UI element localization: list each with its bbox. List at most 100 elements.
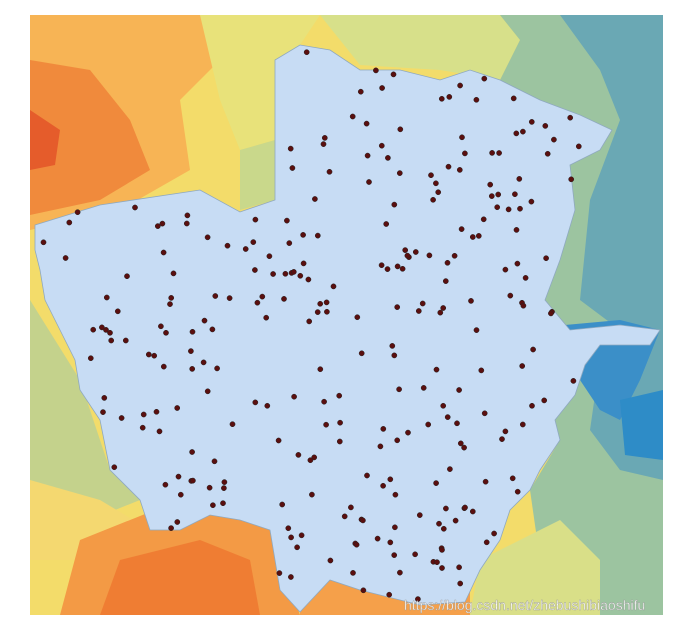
sample-point [286, 240, 293, 246]
sample-point [415, 308, 422, 314]
sample-point [158, 323, 164, 330]
sample-point [457, 580, 464, 587]
sample-point [528, 198, 535, 205]
sample-point [551, 136, 557, 143]
sample-point [201, 317, 208, 324]
sample-point [440, 402, 447, 409]
sample-point [40, 239, 47, 246]
sample-point [543, 255, 549, 262]
sample-point [327, 557, 334, 564]
sample-points [40, 49, 582, 602]
sample-point [291, 393, 297, 400]
sample-point [575, 143, 582, 150]
sample-point [514, 260, 521, 267]
sample-point [224, 242, 231, 249]
sample-point [311, 454, 318, 461]
sample-point [364, 472, 370, 479]
sample-point [489, 150, 495, 156]
sample-point [509, 475, 516, 482]
sample-point [323, 421, 329, 428]
sample-point [419, 300, 426, 307]
sample-point [360, 517, 366, 524]
sample-point [462, 150, 468, 157]
sample-point [206, 484, 213, 491]
sample-point [353, 541, 360, 548]
sample-point [513, 130, 520, 137]
sample-point [496, 150, 502, 156]
sample-point [428, 172, 434, 179]
sample-point [320, 141, 327, 147]
sample-point [309, 491, 315, 498]
sample-point [103, 327, 109, 333]
sample-point [469, 508, 476, 515]
sample-point [420, 385, 427, 391]
sample-point [473, 96, 480, 103]
sample-point [397, 569, 403, 576]
sample-point [212, 293, 219, 299]
sample-point [266, 253, 273, 260]
sample-point [285, 525, 292, 532]
sample-point [458, 226, 465, 232]
sample-point [522, 275, 529, 281]
sample-point [204, 388, 211, 395]
sample-point [167, 301, 173, 307]
sample-point [391, 352, 398, 359]
sample-point [392, 491, 399, 498]
sample-point [229, 421, 236, 428]
sample-point [174, 405, 181, 411]
sample-point [514, 488, 521, 495]
sample-point [324, 308, 330, 315]
sample-point [425, 421, 432, 428]
sample-point [305, 276, 312, 283]
sample-point [114, 308, 121, 315]
sample-point [394, 263, 401, 270]
sample-point [541, 397, 548, 404]
sample-point [416, 512, 423, 518]
sample-point [494, 204, 501, 211]
sample-point [99, 324, 105, 331]
sample-point [314, 309, 321, 315]
sample-point [358, 350, 365, 357]
sample-point [440, 305, 447, 311]
sample-point [520, 302, 527, 309]
sample-point [517, 205, 523, 212]
sample-point [568, 176, 575, 183]
sample-point [254, 299, 261, 306]
sample-point [300, 260, 307, 267]
sample-point [170, 270, 177, 277]
sample-point [214, 365, 220, 372]
sample-point [140, 411, 147, 418]
sample-point [483, 539, 490, 546]
sample-point [349, 113, 356, 120]
sample-point [434, 559, 440, 566]
sample-point [426, 252, 433, 259]
sample-point [100, 409, 106, 415]
sample-point [505, 206, 512, 213]
sample-point [276, 570, 283, 576]
sample-point [306, 318, 313, 325]
sample-point [221, 479, 228, 485]
sample-point [383, 221, 390, 227]
sample-point [336, 438, 343, 445]
sample-point [570, 378, 577, 384]
sample-point [354, 314, 361, 321]
sample-point [252, 216, 259, 223]
sample-point [66, 219, 73, 226]
sample-point [168, 295, 175, 301]
sample-point [391, 552, 398, 558]
sample-point [459, 134, 465, 141]
sample-point [502, 428, 509, 435]
sample-point [190, 477, 196, 484]
sample-point [279, 501, 286, 508]
sample-point [160, 363, 167, 370]
sample-point [462, 504, 468, 511]
sample-point [444, 259, 451, 266]
sample-point [204, 234, 211, 241]
sample-point [111, 464, 118, 471]
sample-point [402, 247, 409, 253]
sample-point [189, 328, 196, 335]
sample-point [281, 296, 287, 302]
sample-point [456, 167, 463, 173]
sample-point [350, 570, 356, 576]
sample-point [374, 535, 381, 542]
